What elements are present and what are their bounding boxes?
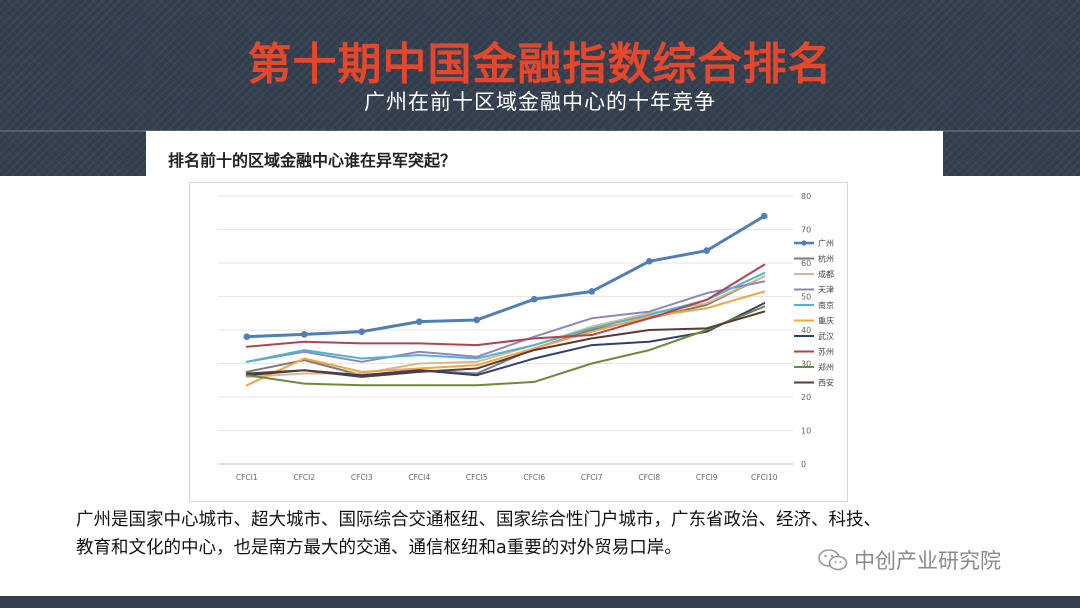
- legend-label: 重庆: [818, 316, 834, 326]
- x-tick-label: CFCI8: [638, 473, 660, 482]
- x-tick-label: CFCI2: [293, 473, 315, 482]
- series-line-0: [245, 214, 766, 339]
- footer-bar: [0, 596, 1080, 608]
- description-line-1: 广州是国家中心城市、超大城市、国际综合交通枢纽、国家综合性门户城市，广东省政治、…: [76, 510, 881, 530]
- y-tick-label: 30: [801, 360, 811, 369]
- chart-card-title: 排名前十的区域金融中心谁在异军突起？: [168, 151, 457, 170]
- y-tick-label: 50: [801, 293, 811, 302]
- description-text: 广州是国家中心城市、超大城市、国际综合交通枢纽、国家综合性门户城市，广东省政治、…: [76, 506, 1016, 562]
- x-tick-label: CFCI4: [408, 473, 430, 482]
- y-tick-label: 40: [801, 326, 811, 335]
- x-tick-label: CFCI3: [351, 473, 373, 482]
- x-tick-label: CFCI10: [751, 473, 778, 482]
- legend-label: 南京: [818, 300, 834, 310]
- series-line-4: [245, 272, 766, 363]
- legend-marker: [801, 240, 807, 246]
- chart-card: 排名前十的区域金融中心谁在异军突起？ 0 10 20 30 40 50 60 70 80 CFC…: [146, 131, 943, 503]
- series-point: [530, 295, 538, 303]
- legend-label: 杭州: [818, 254, 834, 264]
- legend-label: 广州: [818, 238, 834, 248]
- chart-frame: 0 10 20 30 40 50 60 70 80 CFCI1 CFCI2 CFCI3 CFCI4 CF…: [189, 182, 848, 502]
- series-point: [358, 328, 366, 335]
- watermark-text: 中创产业研究院: [854, 549, 1001, 573]
- legend-label: 天津: [818, 285, 834, 295]
- legend-label: 苏州: [818, 347, 834, 357]
- legend-label: 西安: [818, 378, 834, 388]
- series-point: [703, 247, 711, 254]
- y-tick-label: 10: [801, 427, 811, 436]
- series-point: [473, 316, 481, 324]
- y-axis: 0 10 20 30 40 50 60 70 80: [801, 192, 811, 469]
- series-line-9: [245, 310, 766, 378]
- x-tick-label: CFCI7: [581, 473, 603, 482]
- y-tick-label: 60: [801, 259, 811, 268]
- legend-label: 郑州: [818, 362, 834, 372]
- series-line-1: [245, 275, 766, 377]
- series-line-3: [245, 280, 766, 363]
- watermark: 中创产业研究院: [818, 546, 1001, 574]
- series-point: [415, 318, 423, 325]
- y-tick-label: 80: [801, 192, 811, 201]
- series-point: [588, 288, 596, 295]
- x-tick-label: CFCI9: [696, 473, 718, 482]
- series-point: [760, 212, 768, 220]
- x-tick-label: CFCI1: [236, 473, 258, 482]
- series-line-7: [245, 263, 766, 348]
- y-tick-label: 20: [801, 393, 811, 402]
- series-point: [300, 331, 308, 338]
- series-lines: [243, 212, 768, 387]
- wechat-icon: [818, 549, 848, 571]
- legend-label: 成都: [818, 269, 834, 279]
- legend-label: 武汉: [818, 331, 834, 341]
- page-title: 第十期中国金融指数综合排名: [247, 39, 833, 90]
- series-line-8: [245, 305, 766, 387]
- x-tick-label: CFCI6: [523, 473, 545, 482]
- series-line-5: [245, 290, 766, 387]
- page-subtitle: 广州在前十区域金融中心的十年竞争: [364, 90, 716, 114]
- series-point: [243, 333, 251, 340]
- x-axis: CFCI1 CFCI2 CFCI3 CFCI4 CFCI5 CFCI6 CFCI7 CFCI8…: [236, 473, 778, 482]
- y-tick-label: 70: [801, 226, 811, 235]
- header-band: 第十期中国金融指数综合排名 广州在前十区域金融中心的十年竞争: [0, 0, 1080, 176]
- series-point: [645, 258, 653, 265]
- y-tick-label: 0: [801, 460, 806, 469]
- x-tick-label: CFCI5: [466, 473, 488, 482]
- description-line-2: 教育和文化的中心，也是南方最大的交通、通信枢纽和a重要的对外贸易口岸。: [76, 538, 682, 558]
